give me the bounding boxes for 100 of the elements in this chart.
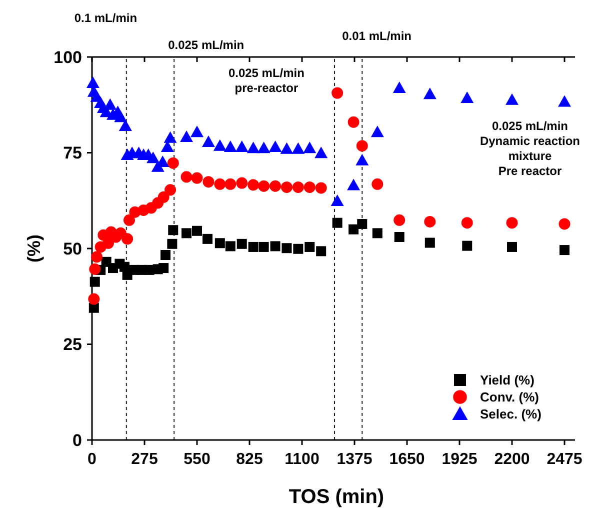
point [160, 250, 170, 260]
x-tick-label: 275 [131, 451, 158, 468]
point [372, 228, 382, 238]
point [392, 82, 406, 94]
point [123, 214, 135, 226]
ref-line-label: 0.1 mL/min [74, 11, 138, 25]
point [202, 136, 215, 148]
legend-label: Conv. (%) [480, 390, 539, 405]
point [202, 176, 214, 188]
point [88, 293, 100, 305]
point [214, 238, 225, 248]
point [347, 178, 360, 190]
point [560, 245, 570, 256]
point [248, 179, 260, 191]
point [357, 218, 368, 229]
point [558, 218, 570, 230]
y-tick-label: 100 [54, 48, 82, 67]
point [224, 140, 237, 152]
x-axis-title: TOS (min) [288, 486, 384, 508]
point [316, 246, 326, 256]
point [167, 157, 179, 169]
point [424, 238, 435, 248]
y-tick-label: 50 [63, 239, 82, 258]
point [507, 242, 517, 252]
point [224, 178, 236, 190]
x-tick-label: 2475 [546, 451, 582, 468]
point [332, 218, 342, 228]
point [506, 217, 518, 229]
point [202, 234, 212, 244]
point [258, 242, 269, 252]
point [370, 126, 384, 138]
point [158, 191, 170, 203]
point [303, 142, 316, 154]
point [168, 225, 178, 236]
ref-line-label: 0.025 mL/min pre-reactor [228, 66, 304, 95]
point [558, 95, 571, 107]
point [258, 180, 270, 192]
point [167, 238, 178, 249]
x-tick-label: 1375 [336, 451, 372, 468]
point [348, 224, 359, 234]
ref-line-label: 0.025 mL/min [168, 38, 244, 52]
point [225, 241, 236, 252]
point [182, 228, 192, 238]
point [236, 177, 248, 189]
point [280, 142, 294, 154]
point [248, 242, 258, 252]
point [118, 119, 132, 131]
point [164, 131, 177, 143]
point [332, 87, 344, 99]
point [236, 238, 247, 249]
point [102, 237, 114, 249]
x-tick-label: 2200 [494, 451, 530, 468]
point [462, 240, 472, 251]
x-tick-label: 1925 [442, 451, 478, 468]
point [506, 93, 518, 105]
point [114, 110, 128, 122]
point [461, 217, 473, 229]
point [235, 140, 248, 152]
y-tick-label: 0 [72, 430, 82, 450]
point [282, 243, 292, 254]
x-tick-label: 0 [88, 451, 97, 468]
point [423, 88, 436, 100]
point [270, 180, 282, 192]
point [122, 233, 134, 245]
x-tick-label: 1650 [389, 451, 425, 468]
point [91, 251, 103, 263]
point [293, 244, 304, 254]
point [180, 171, 192, 183]
point [315, 182, 327, 194]
point [292, 181, 304, 193]
point [214, 178, 226, 190]
x-tick-label: 550 [184, 451, 210, 468]
point [89, 263, 101, 275]
point [192, 226, 202, 236]
point [394, 232, 404, 242]
point [372, 178, 384, 190]
x-tick-label: 1100 [284, 451, 320, 468]
point [180, 130, 193, 142]
point [356, 140, 368, 152]
point [314, 146, 328, 158]
y-axis-title: (%) [24, 234, 44, 262]
point [394, 214, 406, 226]
y-tick-label: 75 [63, 144, 82, 163]
point [213, 139, 226, 151]
point [330, 194, 344, 206]
point [460, 91, 474, 103]
point [270, 241, 280, 252]
point [292, 142, 305, 154]
point [164, 184, 176, 196]
legend-label: Yield (%) [480, 372, 534, 388]
point [191, 172, 203, 184]
point [356, 154, 369, 166]
point [348, 116, 360, 128]
point [268, 140, 282, 152]
point [190, 126, 204, 138]
point [304, 242, 315, 252]
point [86, 76, 100, 88]
ref-line-label: 0.01 mL/min [342, 29, 412, 43]
point [90, 276, 100, 287]
point [158, 263, 169, 274]
